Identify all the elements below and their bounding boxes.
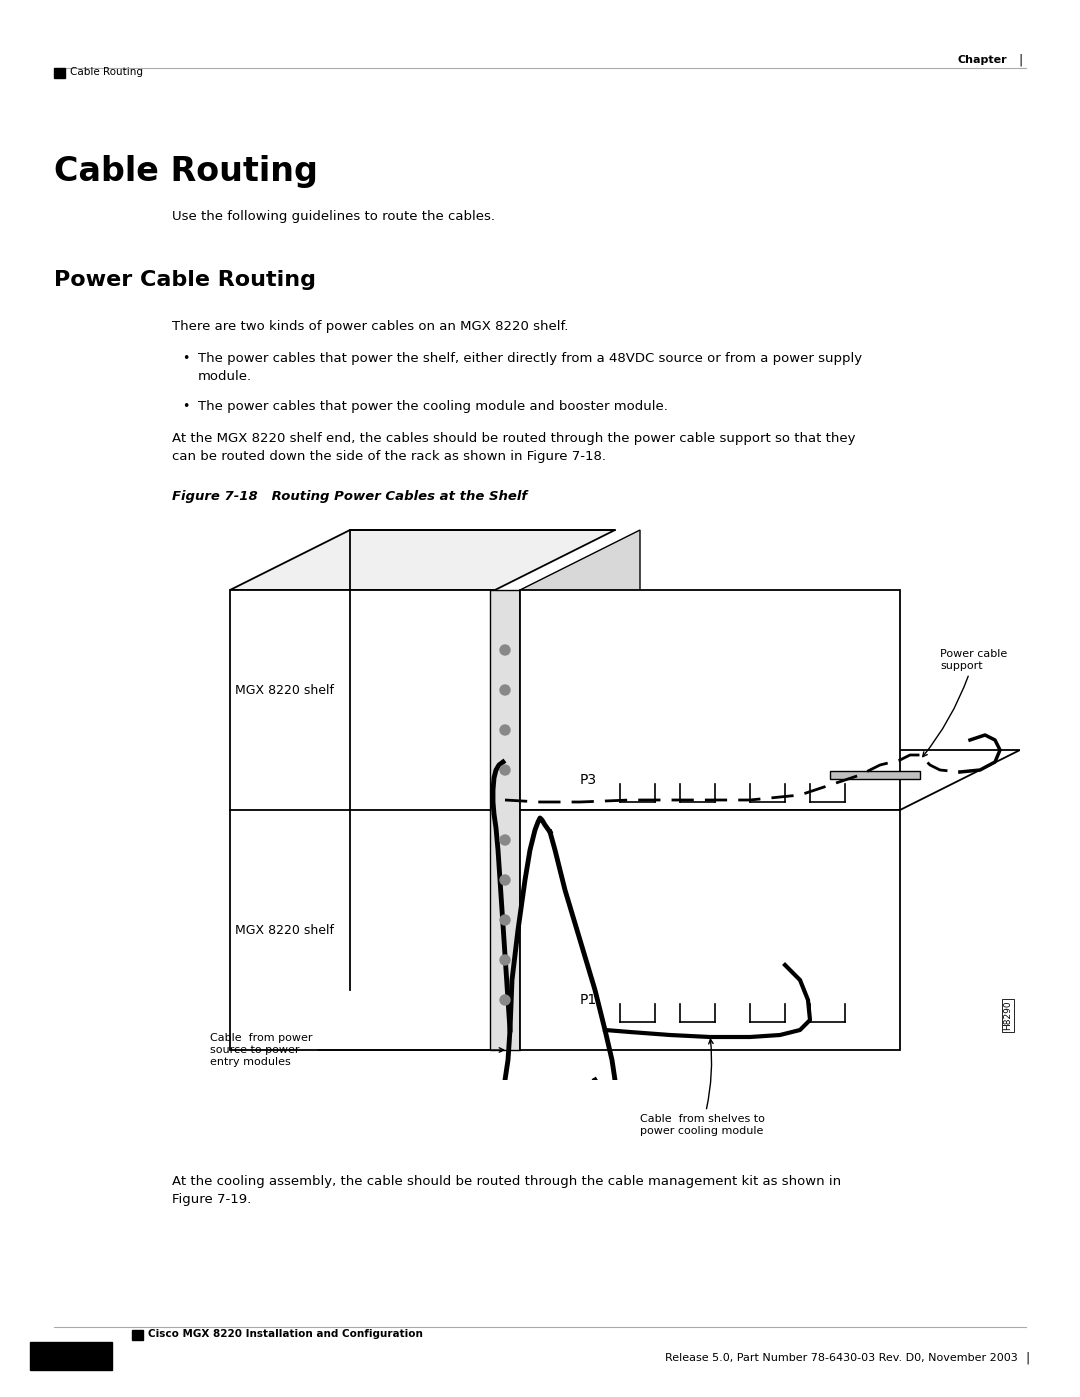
Bar <box>519 810 900 1051</box>
Text: P3: P3 <box>580 773 597 787</box>
Bar <box>490 590 519 1051</box>
Bar <box>519 590 900 810</box>
Circle shape <box>500 835 510 845</box>
Text: Cable Routing: Cable Routing <box>54 155 318 189</box>
Text: •: • <box>183 400 189 414</box>
Polygon shape <box>519 750 1020 810</box>
Text: •: • <box>183 352 189 365</box>
Bar <box>230 590 495 1051</box>
Bar <box>132 1330 143 1340</box>
Text: Cable  from power
source to power
entry modules: Cable from power source to power entry m… <box>210 1034 503 1066</box>
Text: Power Cable Routing: Power Cable Routing <box>54 270 316 291</box>
Text: MGX 8220 shelf: MGX 8220 shelf <box>235 683 334 697</box>
Text: can be routed down the side of the rack as shown in Figure 7-18.: can be routed down the side of the rack … <box>172 450 606 462</box>
Text: Use the following guidelines to route the cables.: Use the following guidelines to route th… <box>172 210 495 224</box>
Text: Release 5.0, Part Number 78-6430-03 Rev. D0, November 2003: Release 5.0, Part Number 78-6430-03 Rev.… <box>665 1354 1018 1363</box>
Text: Figure 7-19.: Figure 7-19. <box>172 1193 252 1206</box>
Text: Chapter: Chapter <box>958 54 1008 66</box>
Text: P1: P1 <box>580 993 597 1007</box>
Text: At the cooling assembly, the cable should be routed through the cable management: At the cooling assembly, the cable shoul… <box>172 1175 841 1187</box>
Text: Cisco MGX 8220 Installation and Configuration: Cisco MGX 8220 Installation and Configur… <box>148 1329 423 1338</box>
Polygon shape <box>519 529 640 1051</box>
Bar <box>831 771 920 780</box>
Text: Cable Routing: Cable Routing <box>70 67 143 77</box>
Text: module.: module. <box>198 370 252 383</box>
Bar <box>30 1343 112 1370</box>
Text: |: | <box>1025 1351 1029 1365</box>
Circle shape <box>500 956 510 965</box>
Circle shape <box>500 995 510 1004</box>
Text: Power cable
support: Power cable support <box>922 650 1008 757</box>
Text: H8290: H8290 <box>1003 1000 1013 1030</box>
Circle shape <box>500 915 510 925</box>
Circle shape <box>500 725 510 735</box>
Circle shape <box>500 875 510 886</box>
Text: Cable  from shelves to
power cooling module: Cable from shelves to power cooling modu… <box>640 1039 765 1136</box>
Text: Figure 7-18   Routing Power Cables at the Shelf: Figure 7-18 Routing Power Cables at the … <box>172 490 527 503</box>
Text: MGX 8220 shelf: MGX 8220 shelf <box>235 923 334 936</box>
Text: The power cables that power the cooling module and booster module.: The power cables that power the cooling … <box>198 400 667 414</box>
Circle shape <box>500 766 510 775</box>
Bar <box>54 68 65 78</box>
Text: There are two kinds of power cables on an MGX 8220 shelf.: There are two kinds of power cables on a… <box>172 320 568 332</box>
Text: The power cables that power the shelf, either directly from a 48VDC source or fr: The power cables that power the shelf, e… <box>198 352 862 365</box>
Text: 7-24: 7-24 <box>52 1351 91 1365</box>
Circle shape <box>500 685 510 694</box>
Text: |: | <box>1018 53 1023 67</box>
Circle shape <box>500 645 510 655</box>
Text: At the MGX 8220 shelf end, the cables should be routed through the power cable s: At the MGX 8220 shelf end, the cables sh… <box>172 432 855 446</box>
Polygon shape <box>230 529 615 590</box>
